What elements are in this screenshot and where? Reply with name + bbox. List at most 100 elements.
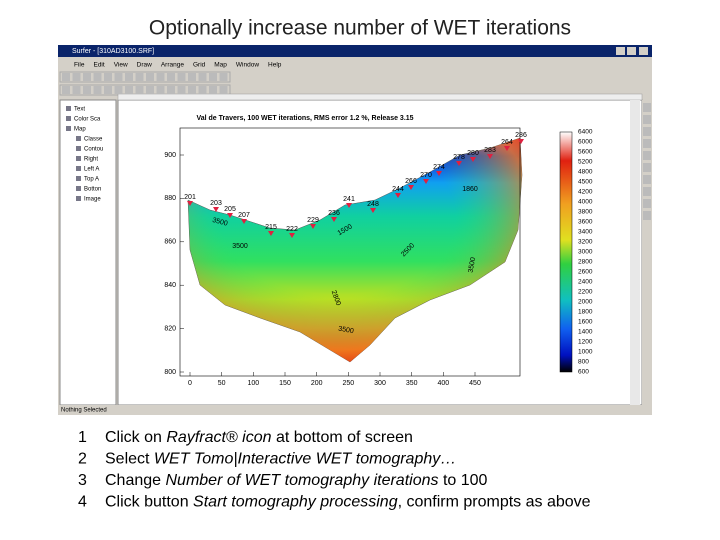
menu-item[interactable]: Edit	[93, 62, 104, 69]
color-scale-label: 3000	[578, 249, 593, 256]
toolbar-button[interactable]	[135, 73, 144, 81]
tool-button[interactable]	[643, 103, 651, 112]
maximize-button[interactable]	[627, 47, 636, 55]
toolbar-button[interactable]	[135, 86, 144, 94]
step-text-part: WET Tomo|Interactive WET tomography…	[154, 451, 456, 468]
y-tick-label: 840	[164, 282, 176, 289]
toolbar-button[interactable]	[72, 86, 81, 94]
color-scale-label: 2000	[578, 299, 593, 306]
tree-item[interactable]: Top A	[84, 177, 99, 183]
tool-button[interactable]	[643, 151, 651, 160]
tool-button[interactable]	[643, 127, 651, 136]
station-marker	[470, 157, 476, 162]
toolbar-button[interactable]	[72, 73, 81, 81]
color-scale-label: 4000	[578, 199, 593, 206]
minimize-button[interactable]	[616, 47, 625, 55]
toolbar-button[interactable]	[114, 73, 123, 81]
toolbar-button[interactable]	[198, 86, 207, 94]
tool-button[interactable]	[643, 175, 651, 184]
toolbar-button[interactable]	[177, 86, 186, 94]
tree-item[interactable]: Right	[84, 157, 98, 163]
station-marker	[241, 219, 247, 224]
station-marker	[423, 179, 429, 184]
toolbar-button[interactable]	[188, 86, 196, 94]
toolbar-button[interactable]	[104, 73, 112, 81]
scrollbar[interactable]	[630, 100, 640, 405]
plot-title: Val de Travers, 100 WET iterations, RMS …	[196, 115, 413, 122]
menu-item[interactable]: Window	[236, 62, 259, 69]
tree-icon	[76, 186, 81, 191]
station-label: 280	[467, 150, 479, 157]
tree-item[interactable]: Text	[74, 107, 85, 113]
toolbar-row	[59, 71, 231, 83]
menu-item[interactable]: Map	[214, 62, 227, 69]
toolbar-button[interactable]	[146, 86, 154, 94]
step-text-part: Click on	[105, 429, 166, 446]
color-scale	[559, 131, 573, 373]
toolbar-button[interactable]	[198, 73, 207, 81]
toolbar-button[interactable]	[125, 86, 133, 94]
tree-item[interactable]: Left A	[84, 167, 99, 173]
tool-button[interactable]	[643, 199, 651, 208]
toolbar-button[interactable]	[62, 86, 70, 94]
tree-item[interactable]: Botton	[84, 187, 101, 193]
toolbar-button[interactable]	[62, 73, 70, 81]
toolbar-button[interactable]	[114, 86, 123, 94]
window-controls[interactable]	[616, 47, 648, 55]
toolbar-button[interactable]	[219, 86, 228, 94]
close-button[interactable]	[639, 47, 648, 55]
tool-button[interactable]	[643, 139, 651, 148]
x-tick-label: 350	[406, 380, 418, 387]
toolbar-button[interactable]	[93, 73, 102, 81]
color-scale-label: 4200	[578, 189, 593, 196]
toolbar-button[interactable]	[219, 73, 228, 81]
toolbar-button[interactable]	[167, 86, 175, 94]
y-tick-label: 880	[164, 195, 176, 202]
step-number: 2	[78, 451, 87, 468]
status-bar	[58, 405, 652, 415]
object-tree	[59, 99, 117, 406]
tree-item[interactable]: Contou	[84, 147, 103, 153]
station-marker	[487, 154, 493, 159]
menu-item[interactable]: Arrange	[161, 62, 185, 69]
color-scale-label: 1200	[578, 339, 593, 346]
tool-button[interactable]	[643, 187, 651, 196]
toolbar-button[interactable]	[83, 73, 91, 81]
station-marker	[310, 224, 316, 229]
side-toolbar	[642, 100, 652, 405]
toolbar-button[interactable]	[209, 86, 217, 94]
tree-item[interactable]: Image	[84, 197, 101, 203]
menu-bar: File Edit View Draw Arrange Grid Map Window Help	[74, 62, 282, 69]
tree-item[interactable]: Color Sca	[74, 117, 101, 123]
toolbar-button[interactable]	[83, 86, 91, 94]
toolbar-button[interactable]	[188, 73, 196, 81]
toolbar-button[interactable]	[177, 73, 186, 81]
tree-icon	[76, 156, 81, 161]
color-scale-label: 2200	[578, 289, 593, 296]
toolbar-button[interactable]	[93, 86, 102, 94]
toolbar-button[interactable]	[146, 73, 154, 81]
step-text-part: Select	[105, 451, 154, 468]
station-marker	[408, 185, 414, 190]
menu-item[interactable]: Grid	[193, 62, 206, 69]
tree-item[interactable]: Classe	[84, 137, 103, 143]
toolbar-button[interactable]	[167, 73, 175, 81]
tool-button[interactable]	[643, 163, 651, 172]
tool-button[interactable]	[643, 211, 651, 220]
toolbar-button[interactable]	[104, 86, 112, 94]
tree-item[interactable]: Map	[74, 127, 86, 133]
toolbar-button[interactable]	[156, 73, 165, 81]
menu-item[interactable]: View	[114, 62, 128, 69]
toolbar-button[interactable]	[156, 86, 165, 94]
menu-item[interactable]: Draw	[137, 62, 152, 69]
station-marker	[456, 161, 462, 166]
tool-button[interactable]	[643, 115, 651, 124]
menu-item[interactable]: File	[74, 62, 85, 69]
station-marker	[346, 203, 352, 208]
toolbar-button[interactable]	[125, 73, 133, 81]
menu-item[interactable]: Help	[268, 62, 282, 69]
toolbar-button[interactable]	[209, 73, 217, 81]
x-tick-label: 200	[311, 380, 323, 387]
tree-icon	[76, 176, 81, 181]
